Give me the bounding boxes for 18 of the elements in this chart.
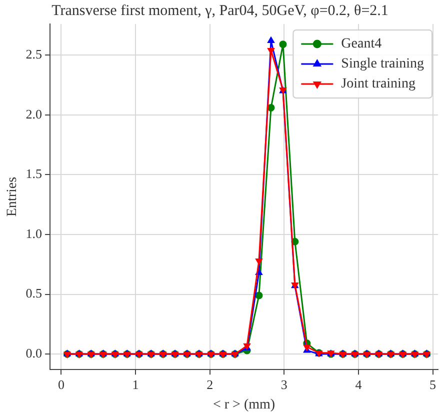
y-tick-label: 0.0: [26, 345, 42, 360]
x-tick-label: 2: [206, 376, 214, 392]
x-tick-label: 5: [430, 376, 436, 392]
legend-label: Single training: [341, 56, 424, 72]
x-tick-label: 1: [132, 376, 139, 392]
x-tick-label: 4: [355, 376, 362, 392]
legend-label: Joint training: [341, 76, 416, 92]
y-tick-label: 2.5: [26, 46, 42, 62]
y-tick-label: 1.0: [26, 226, 42, 241]
y-tick-label: 2.0: [26, 106, 42, 122]
x-axis-title: < r > (mm): [212, 397, 276, 412]
legend-label: Geant4: [341, 36, 382, 52]
y-tick-label: 0.5: [26, 286, 42, 301]
y-tick-label: 1.5: [26, 166, 42, 182]
x-tick-label: 0: [58, 376, 64, 392]
y-axis-title: Entries: [5, 176, 20, 217]
x-tick-label: 3: [280, 376, 288, 392]
chart-title: Transverse first moment, γ, Par04, 50GeV, φ=0.2, θ=2.1: [52, 2, 388, 19]
